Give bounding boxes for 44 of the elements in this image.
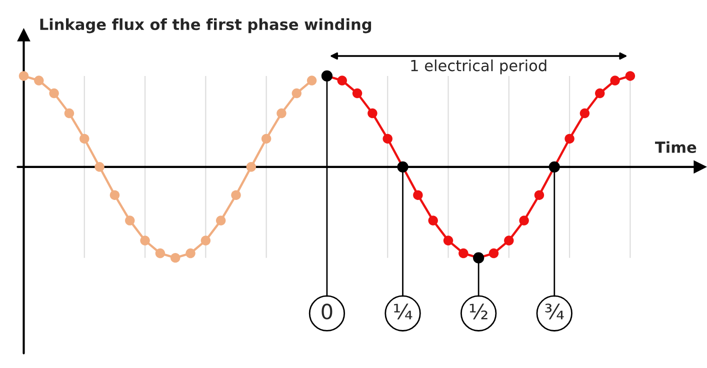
point	[534, 190, 544, 200]
point	[231, 190, 241, 200]
point	[125, 216, 135, 226]
point	[292, 88, 302, 98]
point	[564, 134, 574, 144]
x-tick-label: ½	[470, 304, 488, 320]
point	[94, 162, 104, 172]
point	[170, 252, 180, 263]
point	[428, 216, 438, 226]
point	[504, 236, 514, 246]
point	[216, 216, 226, 226]
point	[337, 76, 347, 86]
point	[140, 236, 150, 246]
x-tick-label: ¼	[394, 304, 412, 320]
point	[261, 134, 272, 144]
point	[382, 134, 392, 144]
point	[625, 71, 636, 81]
y-axis-title: Linkage flux of the first phase winding	[40, 18, 372, 34]
point	[519, 216, 529, 226]
point	[80, 134, 90, 144]
point	[352, 88, 362, 98]
point	[110, 190, 120, 200]
point	[64, 108, 74, 118]
point	[368, 108, 378, 118]
point	[610, 76, 620, 86]
point	[49, 88, 59, 98]
point	[34, 76, 44, 86]
x-axis-title: Time	[655, 141, 696, 154]
x-tick-label: ¾	[545, 304, 564, 320]
point	[186, 248, 196, 258]
point	[443, 236, 454, 246]
point	[246, 162, 256, 172]
text: 1 electrical period	[411, 59, 546, 74]
point	[413, 190, 423, 200]
x-tick-label: 0	[322, 304, 332, 320]
point	[595, 88, 605, 98]
point	[155, 248, 166, 258]
point	[488, 248, 499, 258]
point	[200, 236, 211, 246]
point	[458, 248, 468, 258]
point	[276, 108, 286, 118]
point	[580, 108, 590, 118]
point	[306, 76, 317, 86]
point	[18, 71, 29, 81]
